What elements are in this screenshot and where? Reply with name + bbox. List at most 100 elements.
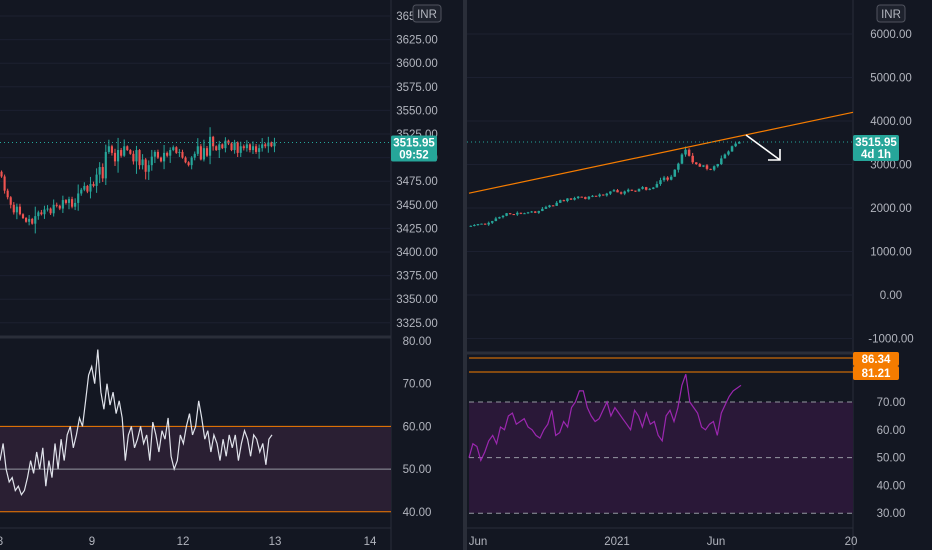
candle — [512, 214, 515, 216]
y-tick-label: 1000.00 — [870, 247, 912, 259]
candle — [537, 211, 541, 213]
y-tick-label: 6000.00 — [870, 29, 912, 41]
candle — [215, 146, 218, 151]
candle — [627, 189, 630, 192]
y-tick-label: 3425.00 — [396, 223, 438, 235]
candle — [623, 191, 626, 194]
candle — [659, 180, 662, 185]
candle — [193, 153, 196, 158]
y-tick-label: 60.00 — [403, 421, 432, 433]
candle — [576, 196, 580, 198]
candle — [634, 190, 637, 192]
candle — [655, 184, 659, 188]
candle — [52, 204, 55, 214]
y-tick-label: 40.00 — [403, 507, 432, 519]
x-tick-label: 20 — [845, 536, 858, 548]
candle — [483, 223, 487, 225]
candle — [156, 151, 160, 158]
x-tick-label: 2021 — [604, 536, 630, 548]
candle — [224, 140, 227, 149]
candle — [89, 184, 92, 192]
down-arrow-drawing[interactable] — [745, 134, 781, 161]
candle — [239, 146, 242, 153]
candle — [34, 216, 37, 224]
x-tick-label: 13 — [269, 536, 282, 548]
right-candlestick-series — [469, 141, 741, 227]
candle — [3, 176, 6, 191]
candle — [587, 196, 591, 199]
candle — [221, 144, 224, 149]
candle — [566, 198, 569, 202]
candle — [476, 224, 480, 226]
trendline-drawing[interactable] — [468, 111, 854, 194]
candle — [491, 221, 494, 223]
candle — [487, 222, 490, 225]
candle — [116, 150, 120, 162]
candle — [40, 212, 43, 215]
candle — [169, 150, 172, 156]
candle — [126, 146, 129, 151]
candle — [80, 189, 83, 194]
y-tick-label: 50.00 — [877, 453, 906, 465]
candle — [230, 143, 233, 151]
rsi-level-tag[interactable]: 81.21 — [853, 366, 899, 380]
y-tick-label: 70.00 — [877, 397, 906, 409]
candle — [641, 187, 644, 189]
currency-label: INR — [417, 9, 437, 21]
currency-label: INR — [881, 9, 901, 21]
divider-vertical[interactable] — [463, 0, 467, 550]
rsi-level-tag-background — [853, 352, 899, 366]
candle — [18, 206, 22, 215]
candle — [83, 185, 86, 190]
candle — [212, 136, 215, 147]
candle — [261, 144, 264, 149]
candle — [494, 218, 498, 222]
candle — [86, 185, 89, 192]
candle — [727, 151, 730, 155]
candle — [573, 197, 576, 200]
candle — [730, 146, 734, 152]
candle — [58, 205, 61, 209]
left-candlestick-series — [0, 127, 276, 234]
x-tick-label: 9 — [89, 536, 95, 548]
candle — [159, 157, 163, 162]
right-currency-badge[interactable]: INR — [876, 4, 906, 23]
candle — [21, 214, 25, 219]
candle — [695, 162, 698, 165]
candle — [166, 152, 169, 156]
candle — [505, 213, 508, 216]
candle — [172, 147, 175, 151]
candle — [178, 151, 181, 153]
candle — [530, 211, 533, 213]
candle — [709, 168, 712, 170]
candle — [666, 177, 669, 180]
candle — [120, 150, 123, 156]
price-tag-value: 3515.95 — [855, 137, 897, 149]
left-currency-badge[interactable]: INR — [412, 4, 442, 23]
candle — [601, 194, 605, 196]
y-tick-label: 70.00 — [403, 379, 432, 391]
candle — [0, 171, 3, 177]
candle — [716, 164, 719, 167]
candle — [236, 142, 239, 153]
candle — [98, 167, 101, 175]
candle — [548, 205, 551, 208]
rsi-level-tag[interactable]: 86.34 — [853, 352, 899, 366]
candle — [138, 150, 141, 166]
candle — [473, 224, 476, 226]
candle — [591, 195, 594, 197]
rsi-line — [468, 374, 742, 463]
x-tick-label: 12 — [177, 536, 190, 548]
candle — [55, 204, 58, 206]
candle — [720, 158, 723, 165]
x-tick-label: Jun — [707, 536, 726, 548]
candle — [196, 146, 199, 154]
candle — [153, 151, 156, 157]
candle — [541, 208, 544, 212]
candle — [673, 169, 677, 177]
candle — [580, 196, 583, 198]
candle — [469, 225, 473, 227]
